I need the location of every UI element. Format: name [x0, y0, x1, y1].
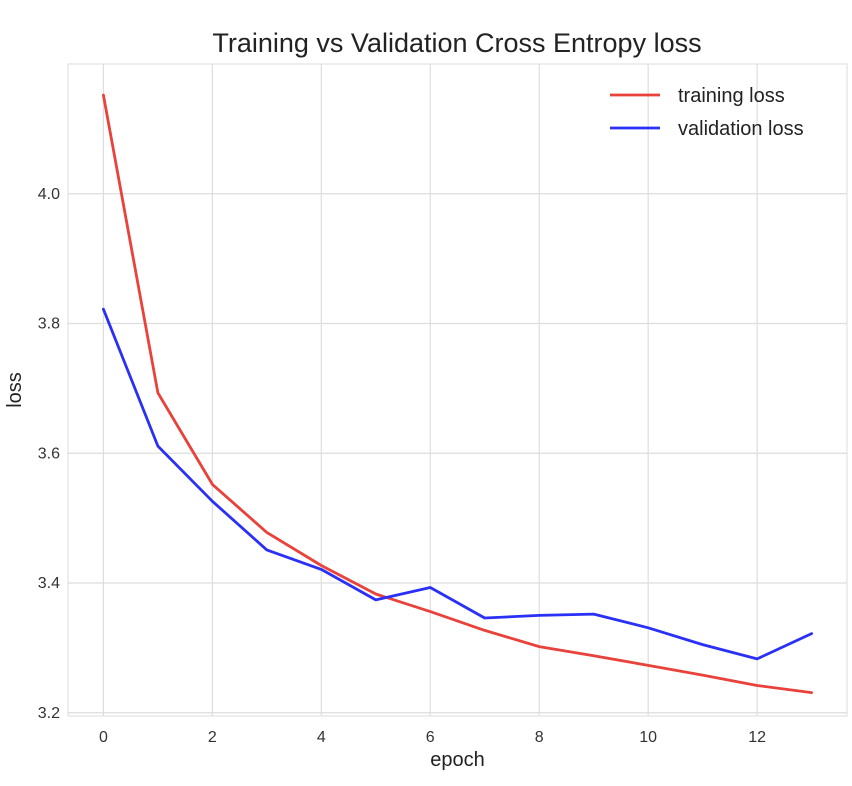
legend-label: validation loss: [678, 118, 804, 140]
y-tick-label: 3.8: [38, 316, 60, 333]
y-tick-label: 3.6: [38, 445, 60, 462]
x-tick-label: 6: [426, 729, 435, 746]
y-tick-label: 4.0: [38, 186, 60, 203]
x-tick-label: 8: [535, 729, 544, 746]
chart-title: Training vs Validation Cross Entropy los…: [212, 28, 701, 58]
x-axis-label: epoch: [430, 749, 485, 771]
y-tick-label: 3.2: [38, 705, 60, 722]
y-tick-label: 3.4: [38, 575, 60, 592]
series-lines: [102, 93, 813, 694]
x-axis-ticks: 0 2 4 6 8 10 12: [99, 729, 766, 746]
plot-area: [67, 63, 848, 717]
legend-label: training loss: [678, 85, 785, 107]
x-tick-label: 2: [208, 729, 217, 746]
x-tick-label: 4: [317, 729, 326, 746]
y-axis-label: loss: [4, 372, 26, 408]
grid-lines: [68, 64, 847, 716]
legend: training loss validation loss: [610, 85, 804, 140]
x-tick-label: 10: [639, 729, 657, 746]
x-tick-label: 0: [99, 729, 108, 746]
y-axis-ticks: 3.2 3.4 3.6 3.8 4.0: [38, 186, 60, 722]
series-line-validation-loss: [102, 307, 813, 661]
x-tick-label: 12: [748, 729, 766, 746]
series-line-training-loss: [102, 93, 813, 694]
